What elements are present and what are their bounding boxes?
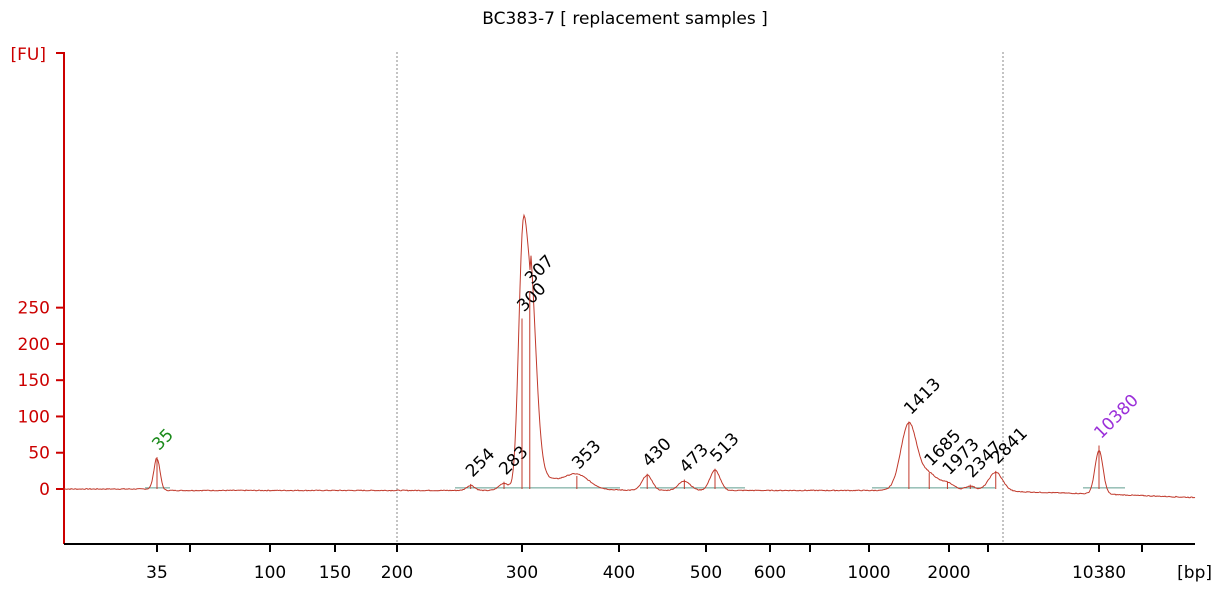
x-tick-label: 2000 [927, 563, 970, 583]
y-tick-label: 0 [39, 480, 50, 500]
signal-trace [63, 213, 1196, 499]
x-tick-label: 10380 [1072, 563, 1126, 583]
peak-label: 1413 [900, 374, 945, 419]
y-axis-label: [FU] [11, 45, 47, 65]
x-tick-label: 150 [319, 563, 351, 583]
peak-label: 430 [639, 434, 676, 471]
y-tick-label: 250 [18, 299, 50, 319]
peak-label: 254 [462, 444, 499, 481]
chart-title: BC383-7 [ replacement samples ] [482, 9, 767, 29]
x-tick-label: 400 [603, 563, 635, 583]
y-tick-label: 50 [28, 444, 50, 464]
y-tick-label: 100 [18, 407, 50, 427]
x-tick-label: 100 [254, 563, 286, 583]
peak-label: 353 [568, 436, 605, 473]
y-tick-label: 150 [18, 371, 50, 391]
x-tick-label: 600 [754, 563, 786, 583]
y-tick-label: 200 [18, 335, 50, 355]
x-tick-label: 200 [381, 563, 413, 583]
x-tick-label: 35 [146, 563, 168, 583]
peak-label: 307 [521, 251, 558, 288]
x-axis-label: [bp] [1177, 563, 1212, 583]
x-tick-label: 500 [690, 563, 722, 583]
peak-label: 10380 [1090, 391, 1142, 443]
peak-label: 283 [495, 442, 532, 479]
peak-label: 35 [148, 425, 177, 454]
peak-label: 473 [676, 440, 713, 477]
x-tick-label: 300 [506, 563, 538, 583]
peak-label: 513 [706, 429, 743, 466]
x-tick-label: 1000 [847, 563, 890, 583]
